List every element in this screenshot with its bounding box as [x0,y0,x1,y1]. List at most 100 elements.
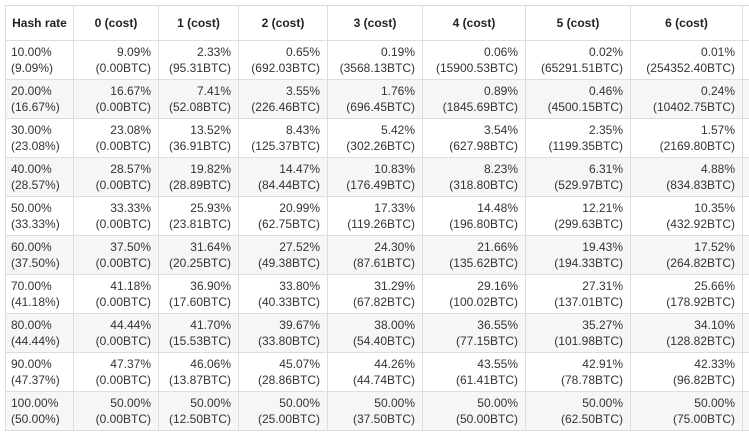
cell-secondary-value: (0.00BTC) [95,295,151,309]
cell-primary-value: 50.00% [477,396,518,410]
cell-primary-value: 28.57% [110,162,151,176]
probability-cost-cell: 2.33% (95.31BTC) [158,40,239,80]
cell-secondary-value: (23.08%) [11,139,60,153]
probability-cost-cell: 1.76% (696.45BTC) [327,79,423,119]
cell-primary-value: 50.00% [279,396,320,410]
cell-secondary-value: (696.45BTC) [346,100,415,114]
cell-secondary-value: (62.50BTC) [560,412,623,426]
cell-secondary-value: (67.82BTC) [352,295,415,309]
cell-primary-value: 50.00% [11,201,52,215]
cell-primary-value: 12.21% [582,201,623,215]
probability-cost-cell: 50.00% (37.50BTC) [327,391,423,431]
cell-primary-value: 10.35% [694,201,735,215]
overflow-cell [742,391,749,431]
table-row: 20.00% (16.67%) 16.67% (0.00BTC) 7.41% (52.08… [5,79,749,119]
cell-primary-value: 9.09% [116,45,151,59]
cell-primary-value: 7.41% [196,84,231,98]
cell-primary-value: 0.46% [588,84,623,98]
probability-cost-cell: 19.43% (194.33BTC) [525,235,631,275]
probability-cost-cell: 3.54% (627.98BTC) [422,118,526,158]
cell-secondary-value: (15900.53BTC) [435,61,518,75]
probability-cost-cell: 28.57% (0.00BTC) [73,157,159,197]
probability-cost-cell: 38.00% (54.40BTC) [327,313,423,353]
cell-primary-value: 42.33% [694,357,735,371]
cell-secondary-value: (16.67%) [11,100,60,114]
table-row: 80.00% (44.44%) 44.44% (0.00BTC) 41.70% (15.5… [5,313,749,353]
probability-cost-cell: 25.66% (178.92BTC) [630,274,743,314]
cell-primary-value: 31.29% [374,279,415,293]
probability-cost-cell: 34.10% (128.82BTC) [630,313,743,353]
cell-primary-value: 43.55% [477,357,518,371]
cell-secondary-value: (254352.40BTC) [646,61,735,75]
cell-primary-value: 14.48% [477,201,518,215]
cell-primary-value: 29.16% [477,279,518,293]
probability-cost-cell: 23.08% (0.00BTC) [73,118,159,158]
cell-primary-value: 0.01% [700,45,735,59]
cell-secondary-value: (52.08BTC) [168,100,231,114]
cell-secondary-value: (13.87BTC) [168,373,231,387]
probability-cost-cell: 25.93% (23.81BTC) [158,196,239,236]
cell-secondary-value: (61.41BTC) [455,373,518,387]
probability-cost-cell: 0.46% (4500.15BTC) [525,79,631,119]
probability-cost-cell: 0.89% (1845.69BTC) [422,79,526,119]
probability-cost-cell: 46.06% (13.87BTC) [158,352,239,392]
cell-primary-value: 50.00% [190,396,231,410]
table-row: 90.00% (47.37%) 47.37% (0.00BTC) 46.06% (13.8… [5,352,749,392]
probability-cost-cell: 19.82% (28.89BTC) [158,157,239,197]
cell-primary-value: 60.00% [11,240,52,254]
cell-primary-value: 2.33% [196,45,231,59]
probability-cost-cell: 17.52% (264.82BTC) [630,235,743,275]
cell-secondary-value: (47.37%) [11,373,60,387]
cell-primary-value: 50.00% [694,396,735,410]
overflow-cell [742,274,749,314]
probability-cost-cell: 0.65% (692.03BTC) [238,40,328,80]
cell-primary-value: 16.67% [110,84,151,98]
probability-cost-cell: 31.64% (20.25BTC) [158,235,239,275]
probability-cost-cell: 50.00% (0.00BTC) [73,391,159,431]
cell-secondary-value: (40.33BTC) [257,295,320,309]
cell-primary-value: 36.90% [190,279,231,293]
probability-cost-cell: 44.26% (44.74BTC) [327,352,423,392]
cell-primary-value: 50.00% [374,396,415,410]
cell-primary-value: 1.76% [380,84,415,98]
cell-primary-value: 41.70% [190,318,231,332]
cell-secondary-value: (75.00BTC) [672,412,735,426]
probability-cost-cell: 6.31% (529.97BTC) [525,157,631,197]
table-row: 40.00% (28.57%) 28.57% (0.00BTC) 19.82% (28.8… [5,157,749,197]
probability-cost-cell: 31.29% (67.82BTC) [327,274,423,314]
probability-cost-cell: 36.55% (77.15BTC) [422,313,526,353]
probability-cost-cell: 27.52% (49.38BTC) [238,235,328,275]
cell-primary-value: 13.52% [190,123,231,137]
table-body: 10.00% (9.09%) 9.09% (0.00BTC) 2.33% (95.31BT… [5,40,749,431]
probability-cost-cell: 21.66% (135.62BTC) [422,235,526,275]
cell-secondary-value: (41.18%) [11,295,60,309]
probability-cost-cell: 41.18% (0.00BTC) [73,274,159,314]
cell-primary-value: 30.00% [11,123,52,137]
hash-rate-cell: 50.00% (33.33%) [5,196,74,236]
hash-rate-cell: 20.00% (16.67%) [5,79,74,119]
cell-primary-value: 46.06% [190,357,231,371]
probability-cost-cell: 50.00% (12.50BTC) [158,391,239,431]
table-row: 70.00% (41.18%) 41.18% (0.00BTC) 36.90% (17.6… [5,274,749,314]
cell-primary-value: 36.55% [477,318,518,332]
probability-cost-cell: 5.42% (302.26BTC) [327,118,423,158]
cell-primary-value: 42.91% [582,357,623,371]
overflow-cell [742,196,749,236]
cell-secondary-value: (28.57%) [11,178,60,192]
probability-cost-cell: 4.88% (834.83BTC) [630,157,743,197]
probability-cost-cell: 8.43% (125.37BTC) [238,118,328,158]
probability-cost-cell: 47.37% (0.00BTC) [73,352,159,392]
probability-cost-cell: 24.30% (87.61BTC) [327,235,423,275]
cell-primary-value: 0.02% [588,45,623,59]
probability-cost-cell: 0.06% (15900.53BTC) [422,40,526,80]
hash-rate-cell: 100.00% (50.00%) [5,391,74,431]
probability-cost-cell: 44.44% (0.00BTC) [73,313,159,353]
cell-secondary-value: (77.15BTC) [455,334,518,348]
cell-secondary-value: (834.83BTC) [666,178,735,192]
cell-primary-value: 70.00% [11,279,52,293]
cell-primary-value: 40.00% [11,162,52,176]
probability-cost-cell: 33.80% (40.33BTC) [238,274,328,314]
cell-primary-value: 25.93% [190,201,231,215]
overflow-cell [742,40,749,80]
